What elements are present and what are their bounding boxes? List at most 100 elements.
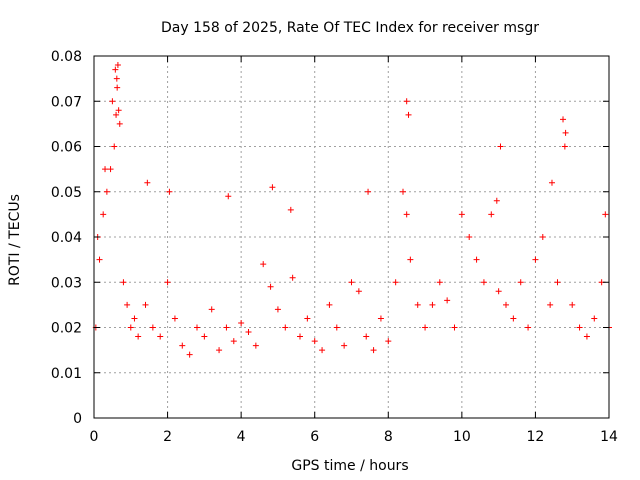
x-tick-label: 2 [163,429,172,445]
data-point [363,333,370,340]
data-point [164,279,171,286]
data-point [422,324,429,331]
data-point [503,301,509,308]
y-tick-label: 0 [73,411,82,427]
data-point [186,351,193,358]
data-point [304,315,311,322]
data-point [405,111,412,118]
data-point [96,256,103,263]
data-point [444,297,451,304]
x-tick-label: 4 [237,429,246,445]
data-point [403,98,410,105]
data-point [109,98,116,105]
data-point [114,84,121,91]
data-point [407,256,414,263]
data-point [510,315,517,322]
data-point [102,166,109,173]
y-axis-label: ROTI / TECUs [7,194,23,286]
data-point [289,274,296,281]
x-tick-label: 8 [384,429,393,445]
data-point [100,211,107,218]
data-point [385,338,392,345]
data-point [238,319,245,326]
data-point [370,347,377,354]
data-points [92,62,612,358]
data-point [326,301,333,308]
data-point [451,324,458,331]
data-point [297,333,303,340]
data-point [539,234,546,240]
data-point [333,324,340,331]
x-tick-label: 12 [527,429,545,445]
data-point [562,129,569,136]
data-point [429,301,436,308]
y-tick-label: 0.08 [51,49,82,65]
x-tick-labels: 0 2 4 6 8 10 12 14 [90,429,618,445]
data-point [260,261,267,268]
data-point [436,279,443,286]
data-point [493,197,500,204]
data-point [495,288,502,295]
data-point [216,347,223,354]
x-tick-label: 0 [90,429,99,445]
data-point [560,116,567,123]
data-point [576,324,583,331]
data-point [223,324,230,331]
data-point [124,301,131,308]
data-point [113,111,120,118]
x-tick-label: 14 [600,429,618,445]
y-tick-label: 0.01 [51,366,82,382]
x-tick-label: 10 [453,429,471,445]
data-point [458,211,465,218]
data-point [113,75,120,82]
y-tick-labels: 0 0.01 0.02 0.03 0.04 0.05 0.06 0.07 0.08 [51,49,82,427]
data-point [166,188,173,195]
data-point [583,333,590,340]
data-point [135,333,142,340]
data-point [517,279,524,286]
data-point [473,256,480,263]
y-tick-label: 0.03 [51,275,82,291]
data-point [269,184,276,191]
data-point [403,211,410,218]
data-point [532,256,539,263]
data-point [525,324,532,331]
data-point [282,324,289,331]
data-point [341,342,348,349]
data-point [144,179,151,186]
data-point [179,342,186,349]
data-point [319,347,326,354]
y-tick-label: 0.07 [51,94,82,110]
y-tick-label: 0.05 [51,185,82,201]
data-point [548,179,555,186]
chart-title: Day 158 of 2025, Rate Of TEC Index for r… [161,20,539,36]
data-point [400,188,406,195]
data-point [157,333,164,340]
data-point [245,329,252,336]
data-point [591,315,598,322]
data-point [561,143,568,150]
data-point [115,107,122,114]
data-point [142,301,149,308]
x-axis-label: GPS time / hours [291,458,408,474]
data-point [225,193,232,200]
data-point [252,342,259,349]
data-point [267,283,274,290]
data-point [480,279,487,286]
data-point [355,288,362,295]
data-point [116,120,123,127]
data-point [392,279,399,286]
y-tick-label: 0.02 [51,321,82,337]
y-tick-label: 0.06 [51,140,82,156]
plot-frame [93,55,610,419]
data-point [497,143,504,150]
data-point [127,324,134,331]
axis-ticks [93,55,610,419]
data-point [466,234,473,240]
data-point [171,315,178,322]
data-point [103,188,110,195]
data-point [194,324,200,331]
data-point [112,66,119,73]
x-tick-label: 6 [310,429,319,445]
